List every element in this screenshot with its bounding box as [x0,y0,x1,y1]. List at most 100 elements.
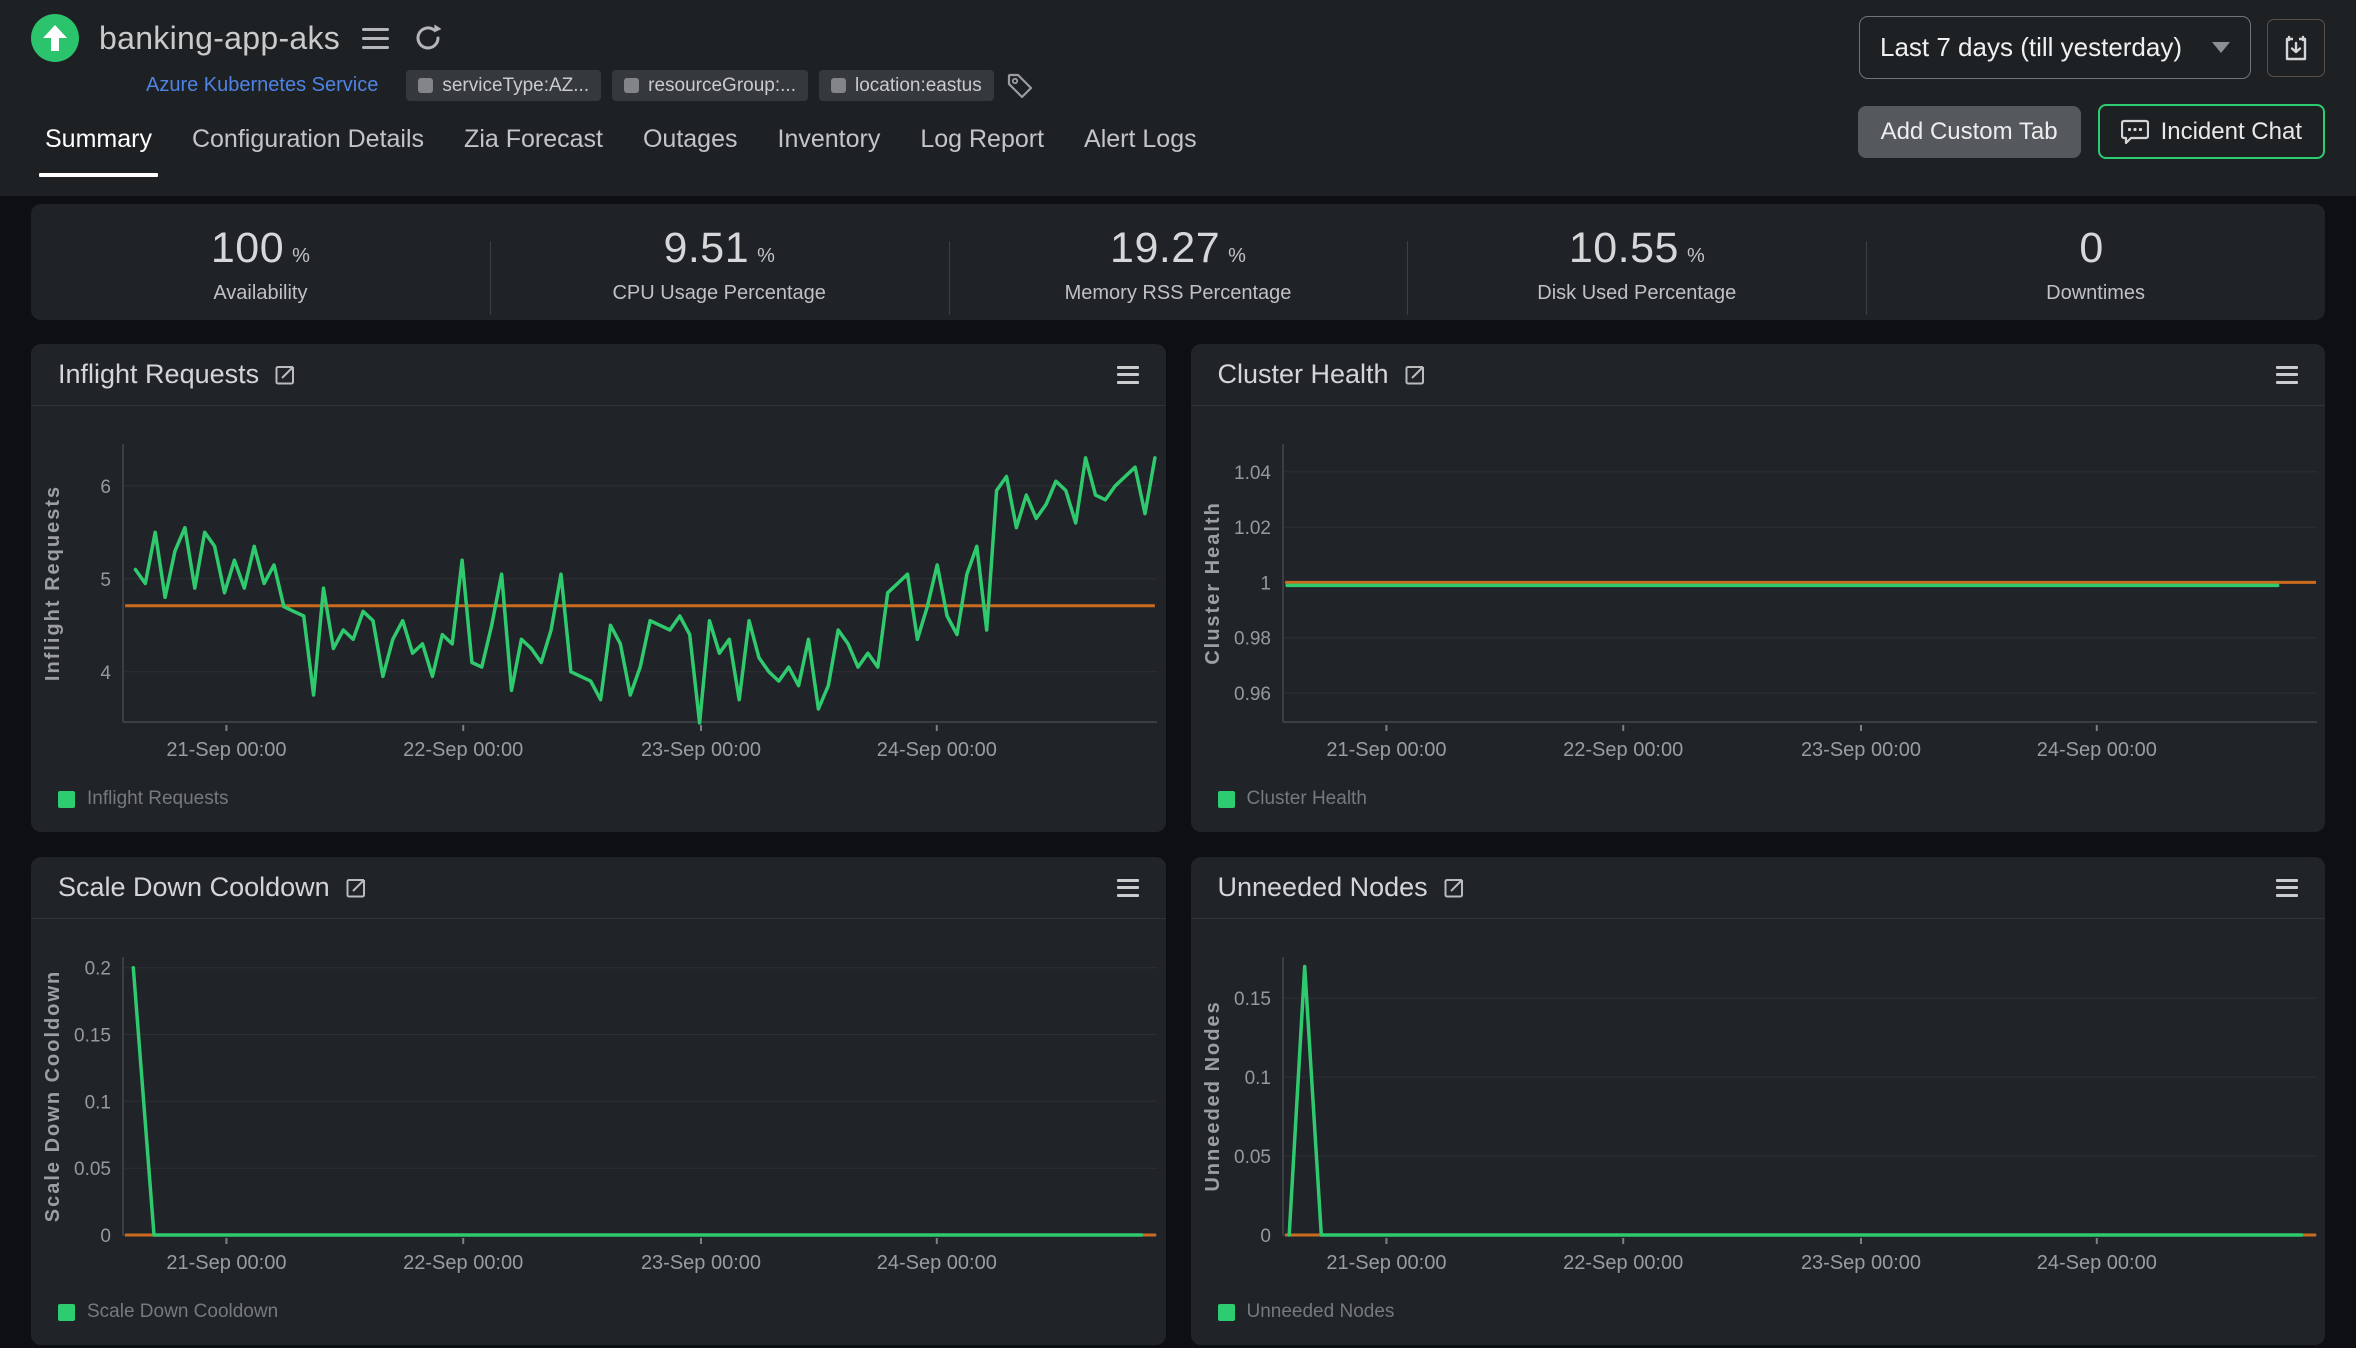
panel-menu-icon[interactable] [2276,365,2298,384]
panel-menu-icon[interactable] [1116,878,1139,897]
svg-text:21-Sep 00:00: 21-Sep 00:00 [1326,739,1446,761]
svg-text:5: 5 [100,570,111,591]
svg-text:22-Sep 00:00: 22-Sep 00:00 [1563,739,1683,761]
legend-item[interactable]: Cluster Health [1217,788,2326,810]
svg-text:0.96: 0.96 [1234,684,1271,705]
tab-inventory[interactable]: Inventory [777,125,881,153]
panel-unneeded-nodes: Unneeded Nodes 0 0.05 0.1 0.15 21-Sep 00:00 2… [1190,857,2326,1345]
legend-swatch [58,790,75,808]
open-chart-icon[interactable] [344,876,368,900]
stat-label: Disk Used Percentage [1537,281,1737,304]
header: banking-app-aks Azure Kubernetes Service… [0,0,2356,196]
tag-chip-icon [624,78,640,93]
header-sub-row: Azure Kubernetes Service serviceType:AZ.… [146,70,2325,101]
tag-chip[interactable]: location:eastus [818,70,994,101]
svg-text:1: 1 [1260,573,1271,594]
tab-zia-forecast[interactable]: Zia Forecast [464,125,603,153]
svg-text:24-Sep 00:00: 24-Sep 00:00 [2036,1252,2156,1274]
svg-text:0.98: 0.98 [1234,629,1271,650]
panel-title: Inflight Requests [58,359,260,389]
legend-swatch [1217,790,1235,808]
svg-text:23-Sep 00:00: 23-Sep 00:00 [641,1252,761,1274]
tab-summary[interactable]: Summary [39,117,158,179]
panel-menu-icon[interactable] [2276,878,2298,897]
tab-bar: Summary Configuration Details Zia Foreca… [39,117,2325,179]
svg-text:21-Sep 00:00: 21-Sep 00:00 [1326,1252,1446,1274]
svg-text:0: 0 [100,1226,111,1247]
legend-item[interactable]: Inflight Requests [58,788,1166,810]
monitor-title: banking-app-aks [99,19,341,56]
legend-swatch [1217,1303,1235,1321]
add-custom-tab-button[interactable]: Add Custom Tab [1857,105,2081,158]
open-chart-icon[interactable] [1403,363,1427,387]
stat-availability: 100 % Availability [31,220,490,305]
svg-text:23-Sep 00:00: 23-Sep 00:00 [1800,739,1920,761]
svg-text:1.02: 1.02 [1234,518,1271,539]
tab-outages[interactable]: Outages [642,125,738,153]
svg-text:Inflight Requests: Inflight Requests [42,485,64,681]
svg-text:0: 0 [1260,1226,1271,1247]
export-view-icon [2285,35,2307,60]
stat-downtimes: 0 Downtimes [1866,220,2325,315]
export-view-button[interactable] [2267,18,2325,77]
stat-value: 0 [2079,223,2104,272]
svg-text:0.1: 0.1 [1244,1068,1270,1089]
svg-text:0.15: 0.15 [74,1026,111,1047]
open-chart-icon[interactable] [273,363,297,387]
svg-text:21-Sep 00:00: 21-Sep 00:00 [166,1252,286,1274]
svg-text:Unneeded Nodes: Unneeded Nodes [1202,1000,1224,1191]
svg-text:1.04: 1.04 [1234,463,1271,484]
header-actions-bottom: Add Custom Tab Incident Chat [1857,104,2325,159]
tag-chip-label: resourceGroup:... [648,74,796,96]
svg-text:22-Sep 00:00: 22-Sep 00:00 [403,739,523,761]
time-range-select[interactable]: Last 7 days (till yesterday) [1859,16,2251,79]
chevron-down-icon [2212,42,2230,53]
legend-label: Cluster Health [1246,788,1367,809]
scale-down-cooldown-chart[interactable]: 0 0.05 0.1 0.15 0.2 21-Sep 00:00 22-Sep 00:00 2… [31,923,1164,1275]
summary-stats-panel: 100 % Availability 9.51 % CPU Usage Perc… [31,204,2325,320]
open-chart-icon[interactable] [1442,876,1466,900]
panel-scale-down-cooldown: Scale Down Cooldown 0 0.05 0.1 0.15 0.2 21-Se… [31,857,1166,1345]
unneeded-nodes-chart[interactable]: 0 0.05 0.1 0.15 21-Sep 00:00 22-Sep 00:00 23-S… [1191,923,2324,1275]
stat-unit: % [757,244,775,267]
svg-text:Scale Down Cooldown: Scale Down Cooldown [42,970,64,1222]
svg-text:22-Sep 00:00: 22-Sep 00:00 [1563,1252,1683,1274]
tab-log-report[interactable]: Log Report [920,125,1045,153]
tag-chip[interactable]: resourceGroup:... [612,70,808,101]
tab-alert-logs[interactable]: Alert Logs [1084,125,1197,153]
svg-text:21-Sep 00:00: 21-Sep 00:00 [166,739,286,761]
stat-value: 19.27 [1110,223,1221,272]
tags-icon[interactable] [1006,72,1034,100]
monitor-menu-icon[interactable] [362,27,390,49]
stat-disk-used: 10.55 % Disk Used Percentage [1407,220,1866,315]
svg-text:22-Sep 00:00: 22-Sep 00:00 [403,1252,523,1274]
svg-text:24-Sep 00:00: 24-Sep 00:00 [2036,739,2156,761]
panel-cluster-health: Cluster Health 0.96 0.98 1 1.02 1.04 21-Sep 0… [1190,344,2326,832]
svg-text:0.15: 0.15 [1234,989,1271,1010]
legend-label: Scale Down Cooldown [87,1301,279,1322]
header-actions-top: Last 7 days (till yesterday) [1859,16,2325,79]
svg-text:0.05: 0.05 [1234,1147,1271,1168]
dashboard-main: 100 % Availability 9.51 % CPU Usage Perc… [0,196,2356,1345]
tag-chips: serviceType:AZ... resourceGroup:... loca… [406,70,994,101]
cluster-health-chart[interactable]: 0.96 0.98 1 1.02 1.04 21-Sep 00:00 22-Sep 00:0… [1191,410,2324,762]
legend-label: Inflight Requests [87,788,229,809]
legend-label: Unneeded Nodes [1246,1301,1395,1322]
legend-item[interactable]: Scale Down Cooldown [58,1301,1166,1323]
incident-chat-button[interactable]: Incident Chat [2097,104,2325,159]
panel-title: Cluster Health [1217,359,1389,389]
svg-text:4: 4 [100,663,111,684]
status-up-icon [31,14,79,62]
svg-text:24-Sep 00:00: 24-Sep 00:00 [877,739,997,761]
incident-chat-label: Incident Chat [2160,117,2302,145]
tab-configuration-details[interactable]: Configuration Details [191,125,425,153]
stat-unit: % [292,244,310,267]
stat-cpu-usage: 9.51 % CPU Usage Percentage [489,220,949,315]
legend-item[interactable]: Unneeded Nodes [1217,1301,2326,1323]
inflight-requests-chart[interactable]: 4 5 6 21-Sep 00:00 22-Sep 00:00 23-Sep 00:00 2… [31,410,1164,762]
refresh-icon[interactable] [413,23,443,53]
tag-chip[interactable]: serviceType:AZ... [406,70,602,101]
panel-menu-icon[interactable] [1116,365,1139,384]
service-type-link[interactable]: Azure Kubernetes Service [146,74,379,96]
svg-text:24-Sep 00:00: 24-Sep 00:00 [877,1252,997,1274]
